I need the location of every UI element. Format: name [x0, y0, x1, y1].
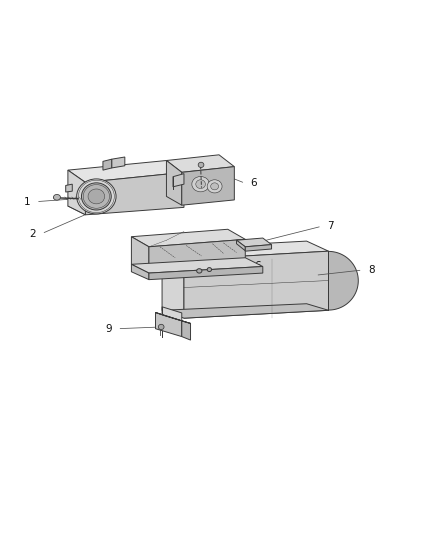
Polygon shape: [131, 264, 149, 280]
Polygon shape: [149, 266, 263, 280]
Polygon shape: [162, 241, 328, 260]
Polygon shape: [131, 258, 263, 273]
Polygon shape: [68, 160, 184, 182]
Text: 2: 2: [30, 229, 36, 239]
Ellipse shape: [53, 195, 60, 200]
Polygon shape: [66, 184, 72, 192]
Ellipse shape: [77, 179, 116, 214]
Polygon shape: [131, 229, 245, 247]
Polygon shape: [237, 238, 272, 247]
Ellipse shape: [158, 324, 164, 329]
Ellipse shape: [192, 176, 209, 192]
Polygon shape: [245, 245, 272, 251]
Polygon shape: [328, 251, 358, 310]
Polygon shape: [155, 312, 182, 336]
Polygon shape: [237, 240, 245, 251]
Text: 6: 6: [251, 178, 257, 188]
Text: 7: 7: [327, 221, 334, 231]
Ellipse shape: [88, 189, 105, 204]
Polygon shape: [155, 312, 191, 324]
Polygon shape: [162, 249, 184, 317]
Polygon shape: [184, 251, 328, 318]
Polygon shape: [173, 174, 184, 187]
Polygon shape: [182, 321, 191, 340]
Polygon shape: [162, 307, 182, 330]
Polygon shape: [162, 304, 328, 318]
Polygon shape: [103, 159, 112, 170]
Polygon shape: [166, 160, 182, 205]
Polygon shape: [131, 237, 149, 271]
Ellipse shape: [198, 162, 204, 167]
Ellipse shape: [207, 268, 212, 271]
Ellipse shape: [197, 269, 202, 273]
Ellipse shape: [211, 183, 219, 190]
Text: 1: 1: [24, 197, 31, 207]
Text: 9: 9: [106, 324, 112, 334]
Ellipse shape: [196, 180, 205, 189]
Text: 6: 6: [254, 261, 261, 271]
Ellipse shape: [207, 180, 222, 193]
Text: 8: 8: [368, 265, 374, 275]
Ellipse shape: [81, 183, 111, 210]
Polygon shape: [68, 170, 85, 215]
Polygon shape: [149, 239, 245, 271]
Polygon shape: [85, 172, 184, 215]
Polygon shape: [182, 167, 234, 205]
Polygon shape: [112, 157, 125, 168]
Text: 3: 3: [202, 173, 209, 183]
Polygon shape: [166, 155, 234, 172]
